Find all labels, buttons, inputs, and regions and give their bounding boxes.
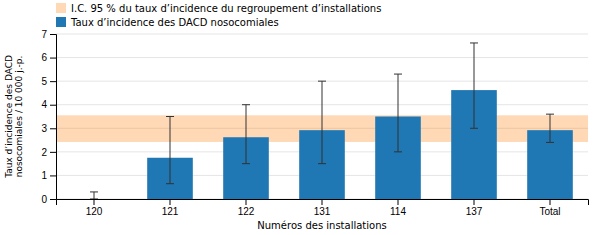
x-axis: 120 121 122 131 114 137 Total	[57, 199, 589, 217]
y-tick: 6	[41, 52, 56, 63]
x-tick: Total	[539, 199, 560, 217]
y-tick-mark	[50, 175, 56, 176]
x-tick-label: 122	[238, 206, 255, 217]
x-tick: 137	[466, 199, 483, 217]
error-bars	[90, 43, 554, 199]
grid-line	[56, 34, 588, 35]
legend-swatch	[56, 17, 66, 27]
y-tick: 5	[41, 76, 56, 87]
y-tick-mark	[50, 81, 56, 82]
y-axis-title-line: nosocomiales / 10 000 j.-p.	[14, 56, 24, 178]
y-axis: 0 1 2 3 4 5 6 7	[41, 29, 56, 205]
error-bar	[166, 117, 174, 184]
x-tick-label: 131	[314, 206, 331, 217]
y-tick-label: 3	[41, 123, 47, 134]
y-tick-label: 1	[41, 170, 47, 181]
y-tick-label: 0	[41, 194, 47, 205]
x-tick: 121	[162, 199, 179, 217]
y-tick: 2	[41, 147, 56, 158]
error-bar	[470, 43, 478, 128]
x-tick: 120	[86, 199, 103, 217]
plot: 120 121 122 131 114 137 Total 0 1 2 3 4 5 6 7	[41, 29, 588, 217]
error-bar	[318, 81, 326, 164]
x-tick-label: 114	[390, 206, 406, 217]
y-tick-mark	[50, 105, 56, 106]
x-tick: 114	[390, 199, 406, 217]
axis-line	[50, 35, 57, 200]
x-tick-label: 120	[86, 206, 103, 217]
legend: I.C. 95 % du taux d’incidence du regroup…	[56, 3, 381, 28]
y-tick: 7	[41, 29, 56, 40]
y-tick: 0	[41, 194, 56, 205]
grid	[56, 34, 588, 199]
marks	[56, 43, 588, 199]
y-tick: 1	[41, 170, 56, 181]
y-axis-title-line: Taux d’incidence des DACD	[4, 55, 14, 179]
y-tick-label: 5	[41, 76, 47, 87]
y-tick-label: 6	[41, 52, 47, 63]
y-tick-mark	[50, 58, 56, 59]
y-tick-label: 4	[41, 99, 47, 110]
chart: 120 121 122 131 114 137 Total 0 1 2 3 4 5 6 7 Numéros d…	[0, 0, 600, 235]
axis-line	[57, 200, 589, 206]
bars	[147, 90, 573, 199]
legend-label: I.C. 95 % du taux d’incidence du regroup…	[71, 3, 381, 14]
x-tick-mark	[474, 199, 475, 205]
y-tick-mark	[50, 128, 56, 129]
legend-item: I.C. 95 % du taux d’incidence du regroup…	[56, 3, 381, 14]
x-tick-label: 121	[162, 206, 179, 217]
x-tick-label: Total	[539, 206, 560, 217]
error-bar	[90, 192, 98, 199]
y-tick: 3	[41, 123, 56, 134]
x-tick-label: 137	[466, 206, 483, 217]
x-axis-title: Numéros des installations	[257, 220, 386, 231]
x-tick: 131	[314, 199, 331, 217]
x-tick-mark	[246, 199, 247, 205]
x-tick-mark	[398, 199, 399, 205]
y-tick-mark	[50, 152, 56, 153]
legend-label: Taux d’incidence des DACD nosocomiales	[70, 17, 279, 28]
y-tick-label: 7	[41, 29, 47, 40]
grid-line	[56, 57, 588, 58]
x-tick-mark	[550, 199, 551, 205]
legend-item: Taux d’incidence des DACD nosocomiales	[56, 17, 279, 28]
x-tick: 122	[238, 199, 255, 217]
y-tick-mark	[50, 34, 56, 35]
error-bar	[546, 114, 554, 142]
y-tick-label: 2	[41, 147, 47, 158]
y-tick-mark	[50, 199, 56, 200]
error-bar	[394, 74, 402, 152]
x-tick-mark	[94, 199, 95, 205]
x-tick-mark	[170, 199, 171, 205]
y-axis-title: Taux d’incidence des DACDnosocomiales / …	[4, 55, 24, 179]
y-tick: 4	[41, 99, 56, 110]
legend-swatch	[56, 3, 66, 13]
x-tick-mark	[322, 199, 323, 205]
error-bar	[242, 105, 250, 164]
